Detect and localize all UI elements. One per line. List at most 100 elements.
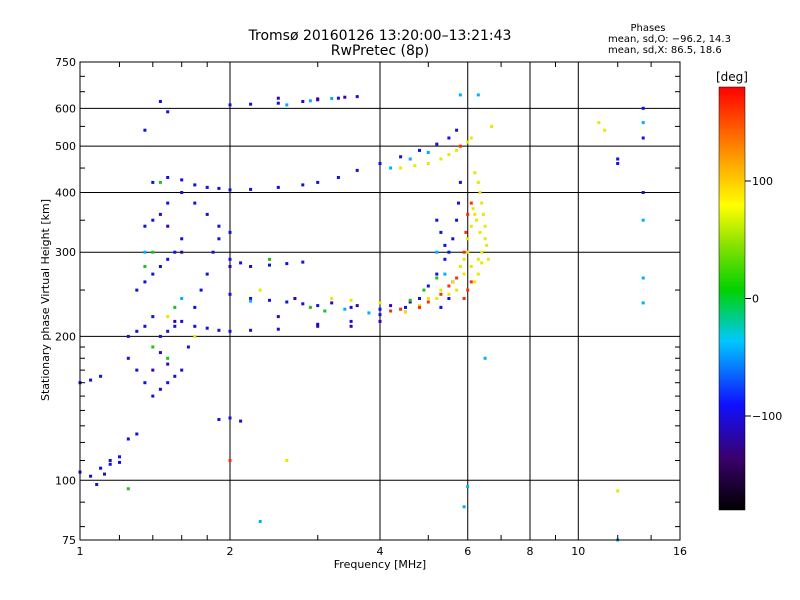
echo-point (480, 251, 483, 254)
echo-point (309, 306, 312, 309)
echo-point (435, 251, 438, 254)
echo-point (127, 335, 130, 338)
echo-point (459, 265, 462, 268)
echo-point (143, 325, 146, 328)
echo-point (217, 225, 220, 228)
echo-point (166, 176, 169, 179)
echo-point (173, 251, 176, 254)
x-tick-label: 4 (377, 545, 384, 558)
echo-point (350, 320, 353, 323)
echo-point (480, 202, 483, 205)
echo-point (477, 273, 480, 276)
echo-point (477, 181, 480, 184)
echo-point (439, 306, 442, 309)
y-tick-label: 200 (55, 330, 76, 343)
x-tick-label: 6 (464, 545, 471, 558)
echo-point (422, 289, 425, 292)
echo-point (343, 308, 346, 311)
echo-point (166, 363, 169, 366)
echo-point (356, 169, 359, 172)
echo-point (466, 237, 469, 240)
echo-point (455, 277, 458, 280)
echo-point (435, 277, 438, 280)
echo-point (249, 297, 252, 300)
echo-point (470, 265, 473, 268)
echo-point (484, 225, 487, 228)
echo-point (99, 467, 102, 470)
echo-point (151, 251, 154, 254)
echo-point (180, 178, 183, 181)
echo-point (642, 121, 645, 124)
echo-point (477, 93, 480, 96)
echo-point (439, 289, 442, 292)
echo-point (229, 417, 232, 420)
echo-point (316, 97, 319, 100)
echo-point (301, 183, 304, 186)
echo-point (229, 231, 232, 234)
echo-point (418, 306, 421, 309)
phase-stats-x: mean, sd,X: 86.5, 18.6 (608, 45, 722, 56)
echo-point (484, 357, 487, 360)
echo-point (166, 258, 169, 261)
echo-point (356, 95, 359, 98)
echo-point (180, 320, 183, 323)
echo-point (151, 181, 154, 184)
y-axis-label: Stationary phase Virtual Height [km] (39, 199, 52, 401)
echo-point (229, 265, 232, 268)
echo-point (301, 100, 304, 103)
echo-point (427, 162, 430, 165)
echo-point (309, 99, 312, 102)
echo-point (356, 304, 359, 307)
echo-point (127, 487, 130, 490)
echo-point (389, 310, 392, 313)
echo-point (350, 306, 353, 309)
echo-point (285, 459, 288, 462)
echo-point (151, 369, 154, 372)
echo-point (229, 459, 232, 462)
echo-point (463, 258, 466, 261)
echo-point (285, 103, 288, 106)
echo-point (159, 181, 162, 184)
colorbar-tick-label: 0 (752, 293, 759, 306)
echo-point (109, 459, 112, 462)
chart-title-line2: RwPretec (8p) (331, 43, 429, 59)
echo-point (466, 251, 469, 254)
echo-point (427, 151, 430, 154)
echo-point (159, 335, 162, 338)
y-tick-label: 500 (55, 140, 76, 153)
echo-point (301, 302, 304, 305)
echo-point (229, 330, 232, 333)
echo-point (249, 265, 252, 268)
echo-point (642, 137, 645, 140)
echo-point (447, 285, 450, 288)
echo-point (459, 181, 462, 184)
echo-point (143, 265, 146, 268)
colorbar-tick-label: 100 (752, 175, 773, 188)
phase-stats-o: mean, sd,O: −96.2, 14.3 (608, 34, 731, 45)
echo-point (473, 213, 476, 216)
echo-point (451, 237, 454, 240)
echo-point (187, 346, 190, 349)
echo-point (459, 145, 462, 148)
echo-point (642, 219, 645, 222)
y-tick-label: 400 (55, 186, 76, 199)
echo-point (443, 258, 446, 261)
echo-point (330, 97, 333, 100)
echo-point (435, 219, 438, 222)
echo-point (143, 381, 146, 384)
echo-point (166, 225, 169, 228)
echo-point (463, 251, 466, 254)
echo-point (466, 289, 469, 292)
echo-point (409, 158, 412, 161)
echo-point (180, 297, 183, 300)
data-points (79, 93, 645, 541)
echo-point (447, 297, 450, 300)
echo-point (316, 323, 319, 326)
echo-point (268, 299, 271, 302)
echo-point (443, 273, 446, 276)
echo-point (277, 315, 280, 318)
echo-point (457, 202, 460, 205)
echo-point (166, 357, 169, 360)
echo-point (480, 261, 483, 264)
echo-point (337, 176, 340, 179)
